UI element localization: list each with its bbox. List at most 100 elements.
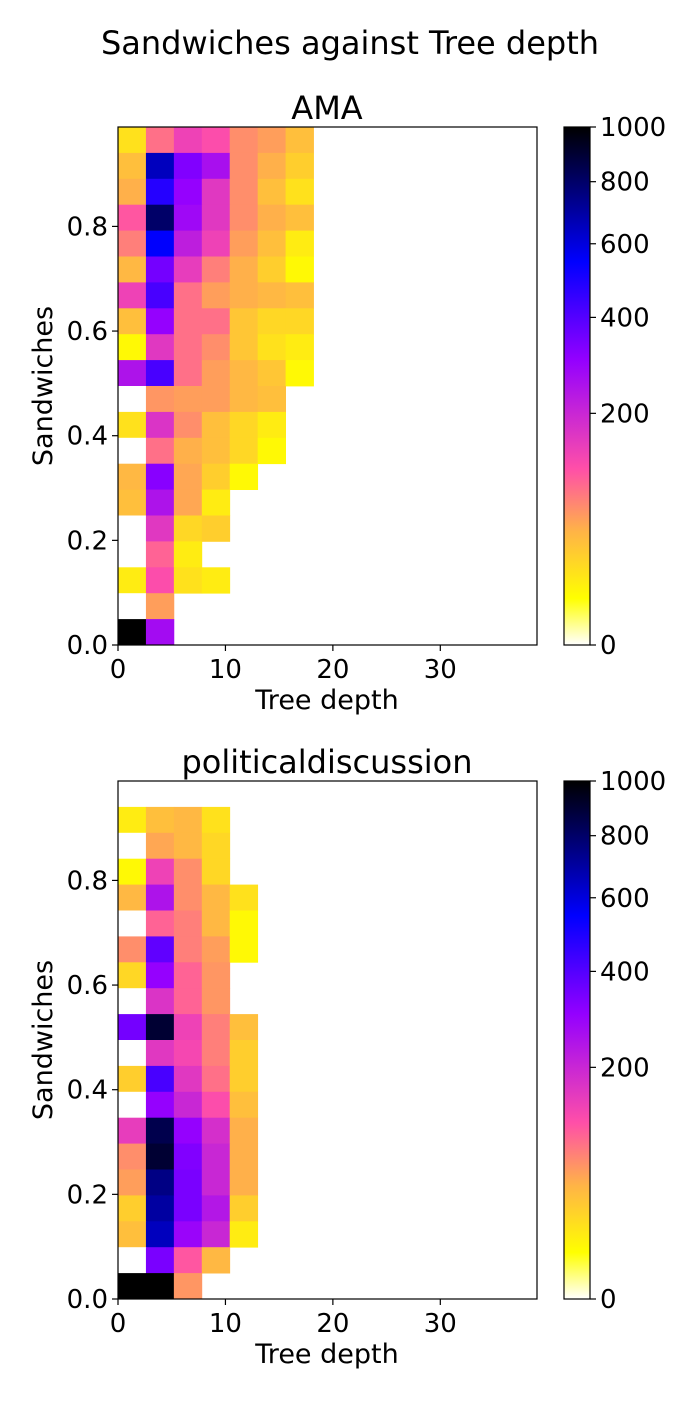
y-tick-label: 0.6 <box>67 971 108 1001</box>
heatmap-cell <box>118 541 147 568</box>
heatmap-cell <box>145 152 175 180</box>
heatmap-cell <box>173 1169 203 1196</box>
heatmap-cell <box>285 308 314 335</box>
heatmap-cell <box>118 1247 147 1274</box>
heatmap-cell <box>257 230 286 257</box>
heatmap-cell <box>257 334 286 361</box>
heatmap-cell <box>229 910 259 937</box>
heatmap-cell <box>173 1247 203 1274</box>
heatmap-cell <box>118 152 147 180</box>
heatmap-cell <box>257 360 286 387</box>
heatmap-cell <box>145 1247 175 1274</box>
heatmap-cell <box>118 204 147 231</box>
heatmap-cell <box>118 334 147 361</box>
heatmap-cell <box>145 1273 175 1300</box>
heatmap-cell <box>201 360 231 387</box>
heatmap-cell <box>145 256 175 283</box>
heatmap-cell <box>201 515 231 542</box>
heatmap-cell <box>257 127 286 154</box>
heatmap-cell <box>173 1065 203 1093</box>
heatmap-cell <box>229 334 259 361</box>
heatmap-cell <box>173 515 203 542</box>
heatmap-cell <box>118 282 147 309</box>
y-tick-label: 0.8 <box>67 212 108 242</box>
heatmap-cell <box>201 884 231 911</box>
heatmap-cell <box>145 515 175 542</box>
heatmap-cell <box>285 127 314 154</box>
heatmap-cell <box>145 619 175 646</box>
heatmap-cell <box>201 1065 231 1093</box>
heatmap-cell <box>285 178 314 206</box>
heatmap-cell <box>145 936 175 963</box>
heatmap-cell <box>173 806 203 834</box>
colorbar-tick-label: 1000 <box>600 113 666 143</box>
heatmap-cell <box>173 230 203 257</box>
x-tick-label: 30 <box>424 1309 457 1339</box>
y-tick-label: 0.2 <box>67 1180 108 1210</box>
heatmap-panel-politicaldiscussion: politicaldiscussion 0 10 20 30 0.0 0.2 0.4 0.6… <box>28 743 666 1370</box>
heatmap-cell <box>118 1117 147 1144</box>
heatmap-cell <box>118 988 147 1015</box>
panel-title: politicaldiscussion <box>181 743 472 781</box>
heatmap-cell <box>145 230 175 257</box>
colorbar-tick-label: 400 <box>600 303 650 333</box>
y-tick-label: 0.8 <box>67 866 108 896</box>
heatmap-cell <box>118 884 147 911</box>
colorbar-tick-label: 0 <box>600 1285 617 1315</box>
colorbar-tick-label: 400 <box>600 957 650 987</box>
heatmap-cell <box>201 1117 231 1144</box>
colorbar-tick-label: 1000 <box>600 767 666 797</box>
figure-title: Sandwiches against Tree depth <box>101 24 599 62</box>
heatmap-cell <box>118 619 147 646</box>
heatmap-cell <box>118 437 147 465</box>
heatmap-cell <box>173 910 203 937</box>
heatmap-cell <box>201 230 231 257</box>
heatmap-cell <box>257 308 286 335</box>
heatmap-cell <box>173 463 203 490</box>
heatmap-cell <box>173 1195 203 1222</box>
heatmap-cell <box>145 910 175 937</box>
heatmap-cell <box>145 1169 175 1196</box>
heatmap-cell <box>229 1091 259 1119</box>
heatmap-cell <box>201 437 231 465</box>
heatmap-cell <box>201 308 231 335</box>
heatmap-cell <box>173 386 203 413</box>
heatmap-cell <box>118 806 147 834</box>
heatmap-cell <box>229 936 259 963</box>
heatmap-cell <box>173 1091 203 1119</box>
x-tick-label: 20 <box>316 1309 349 1339</box>
heatmap-cell <box>285 256 314 283</box>
heatmap-cell <box>173 832 203 860</box>
heatmap-cell <box>145 386 175 413</box>
heatmap-cell <box>229 1014 259 1041</box>
heatmap-cell <box>173 1014 203 1041</box>
heatmap-cell <box>118 832 147 860</box>
heatmap-cell <box>118 1143 147 1170</box>
heatmap-cell <box>145 1065 175 1093</box>
heatmap-cell <box>145 1014 175 1041</box>
heatmap-cell <box>201 386 231 413</box>
heatmap-cell <box>173 567 203 594</box>
heatmap-cell <box>145 1040 175 1067</box>
y-tick-label: 0.0 <box>67 631 108 661</box>
heatmap-cell <box>118 567 147 594</box>
colorbar-tick-label: 800 <box>600 168 650 198</box>
heatmap-cell <box>173 936 203 963</box>
heatmap-cell <box>145 1117 175 1144</box>
heatmap-cell <box>229 463 259 490</box>
panel-title: AMA <box>291 89 363 127</box>
heatmap-cell <box>201 152 231 180</box>
heatmap-cells <box>118 127 314 646</box>
heatmap-cell <box>145 806 175 834</box>
heatmap-cell <box>118 1221 147 1248</box>
y-tick-label: 0.4 <box>67 422 108 452</box>
heatmap-cell <box>229 282 259 309</box>
heatmap-cell <box>145 1195 175 1222</box>
colorbar-gradient <box>563 126 591 646</box>
heatmap-cell <box>229 178 259 206</box>
heatmap-cell <box>145 127 175 154</box>
heatmap-cell <box>145 593 175 620</box>
heatmap-cell <box>118 593 147 620</box>
y-axis-label: Sandwiches <box>28 960 59 1120</box>
